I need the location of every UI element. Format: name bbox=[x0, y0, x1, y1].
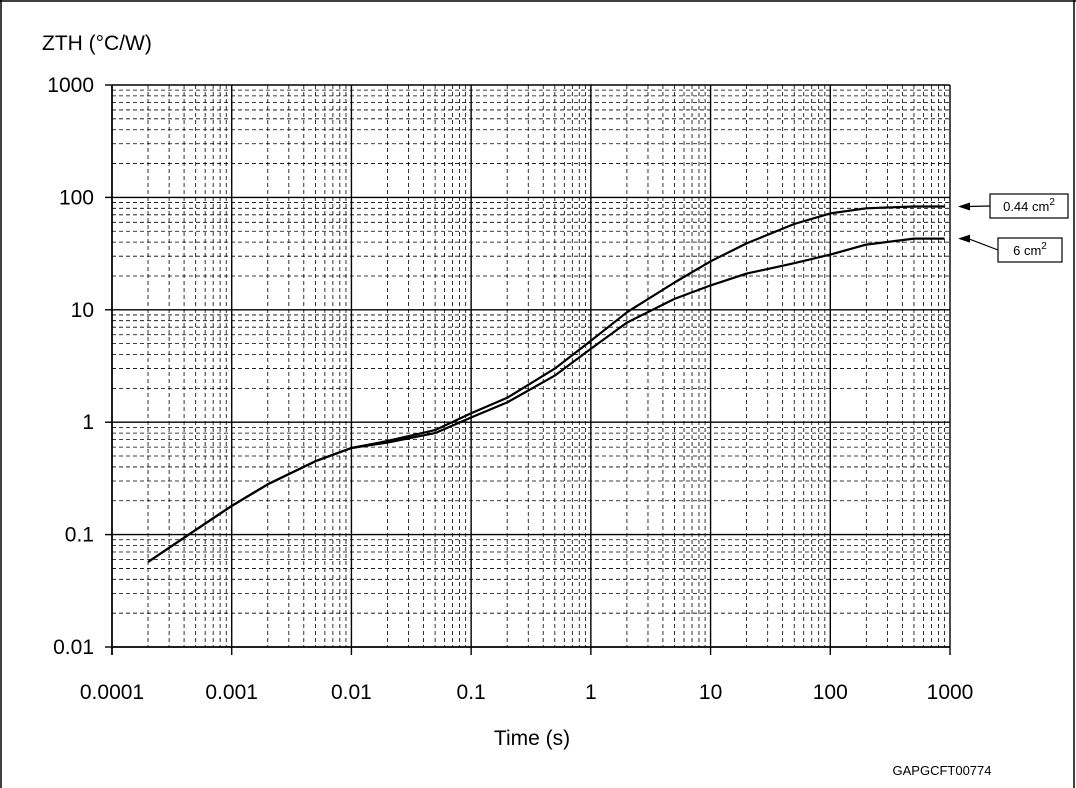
axes: 0.0001 0.001 0.01 0.1 1 10 100 1000 0.01 0.1 1 10 10… bbox=[47, 74, 973, 704]
series-lines bbox=[147, 205, 945, 563]
figure-code: GAPGCFT00774 bbox=[893, 763, 992, 778]
y-tick-label: 0.01 bbox=[53, 636, 94, 659]
x-tick-label: 0.001 bbox=[205, 681, 258, 704]
y-tick-label: 100 bbox=[59, 186, 94, 209]
x-tick-label: 1 bbox=[585, 681, 597, 704]
x-tick-label: 1000 bbox=[927, 681, 974, 704]
legend-label: 6 cm2 bbox=[1013, 241, 1047, 258]
x-tick-label: 0.1 bbox=[457, 681, 486, 704]
x-tick-label: 0.0001 bbox=[80, 681, 144, 704]
legend-pointer-line bbox=[967, 238, 999, 251]
x-tick-label: 100 bbox=[813, 681, 848, 704]
legend-pointer-arrowhead bbox=[958, 234, 970, 243]
y-tick-label: 1 bbox=[82, 411, 94, 434]
legend: 0.44 cm2 6 cm2 bbox=[958, 193, 1069, 263]
y-tick-label: 1000 bbox=[47, 74, 94, 97]
legend-box bbox=[989, 193, 1069, 219]
grid bbox=[111, 84, 951, 648]
series-line-2 bbox=[147, 237, 945, 563]
y-tick-label: 0.1 bbox=[65, 524, 94, 547]
x-tick-label: 0.01 bbox=[331, 681, 372, 704]
x-tick-label: 10 bbox=[699, 681, 722, 704]
legend-box bbox=[997, 237, 1063, 263]
legend-label: 0.44 cm2 bbox=[1003, 197, 1055, 214]
y-axis-title: ZTH (°C/W) bbox=[42, 32, 152, 55]
x-axis-title: Time (s) bbox=[494, 727, 570, 750]
legend-pointer-arrowhead bbox=[958, 202, 970, 211]
y-tick-label: 10 bbox=[71, 299, 94, 322]
